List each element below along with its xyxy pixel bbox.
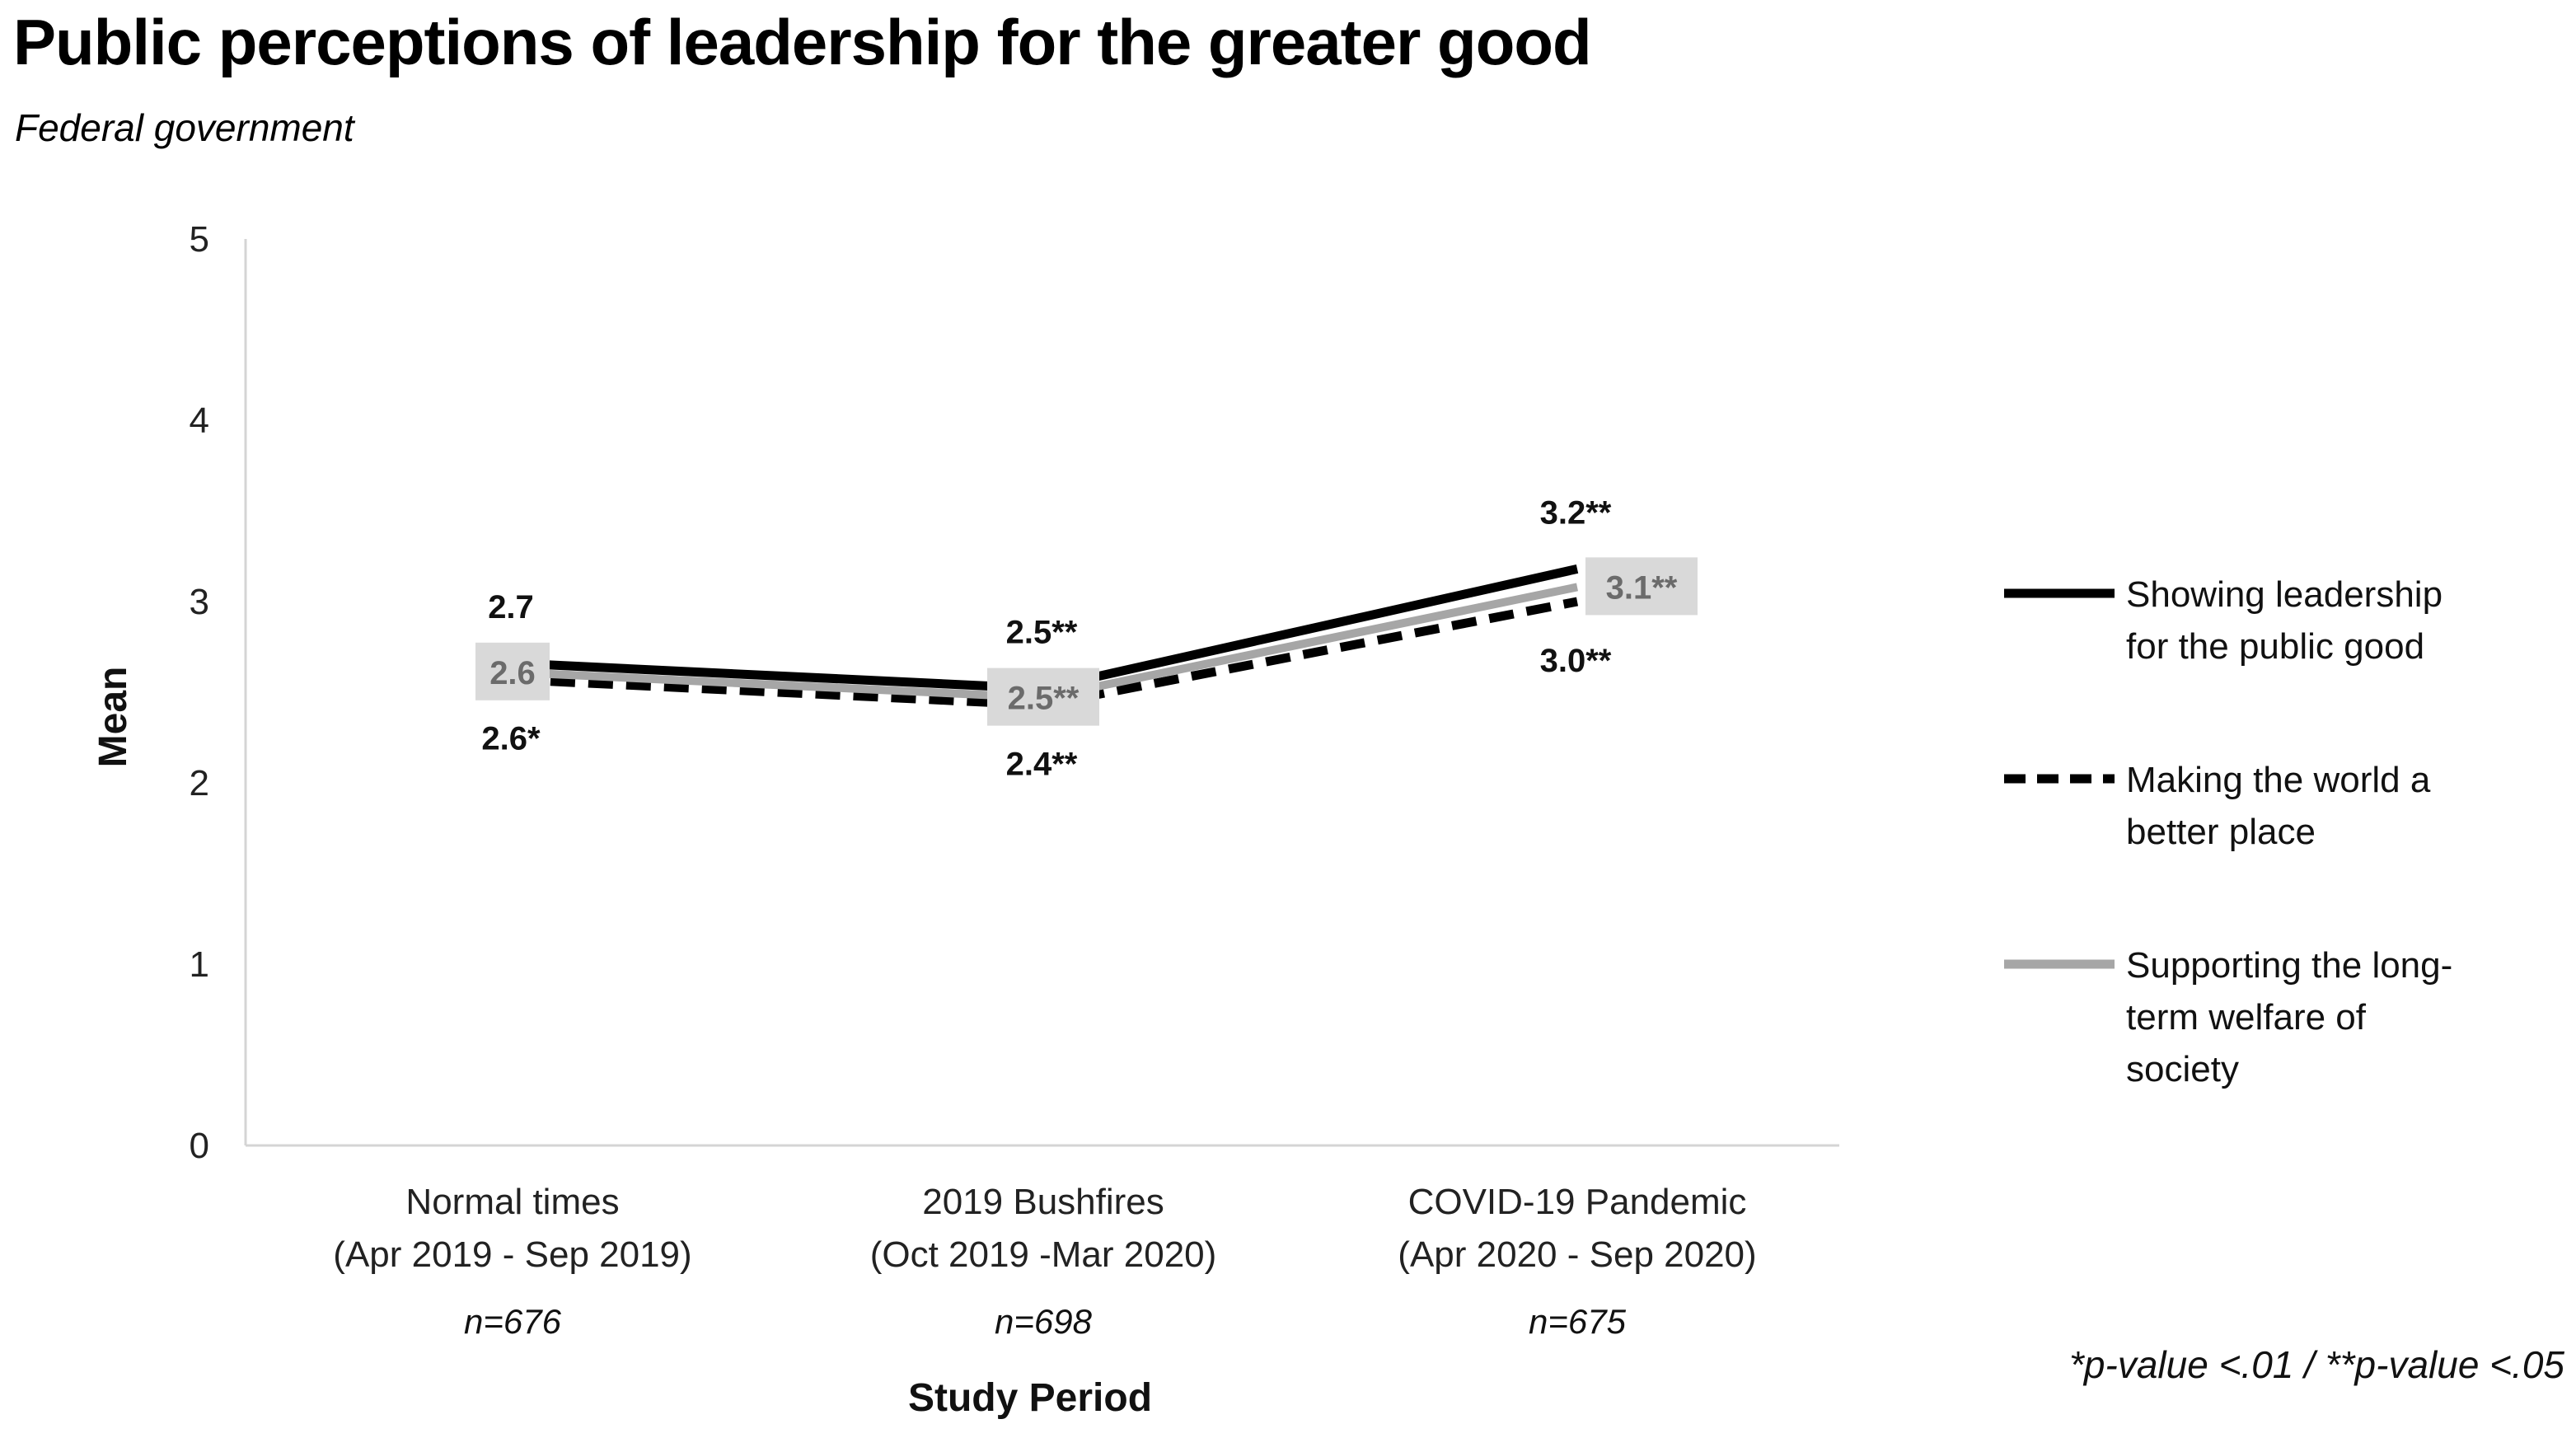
legend-label-3: society bbox=[2126, 1049, 2239, 1089]
y-tick-label: 1 bbox=[190, 944, 209, 985]
data-label: 2.5** bbox=[1006, 615, 1078, 651]
legend-label-3: Supporting the long- bbox=[2126, 945, 2452, 986]
y-tick-label: 0 bbox=[190, 1126, 209, 1166]
y-tick-label: 5 bbox=[190, 219, 209, 260]
data-label: 2.7 bbox=[488, 589, 534, 625]
sample-size-label: n=676 bbox=[464, 1302, 562, 1341]
x-tick-label: (Apr 2020 - Sep 2020) bbox=[1398, 1234, 1756, 1275]
data-label-box bbox=[987, 667, 1099, 726]
legend-label-2: Making the world a bbox=[2126, 760, 2431, 800]
legend-label-1: Showing leadership bbox=[2126, 574, 2443, 615]
data-label: 2.6 bbox=[489, 655, 536, 691]
data-label: 2.4** bbox=[1006, 746, 1078, 782]
y-axis-title: Mean bbox=[91, 667, 135, 768]
x-tick-label: (Oct 2019 -Mar 2020) bbox=[870, 1234, 1217, 1275]
y-tick-label: 4 bbox=[190, 400, 209, 441]
x-tick-label: 2019 Bushfires bbox=[922, 1182, 1164, 1222]
data-label: 3.0** bbox=[1540, 643, 1612, 679]
x-tick-label: (Apr 2019 - Sep 2019) bbox=[333, 1234, 691, 1275]
data-label: 3.2** bbox=[1540, 494, 1612, 531]
chart-title: Public perceptions of leadership for the… bbox=[13, 6, 1592, 78]
chart-subtitle: Federal government bbox=[15, 106, 354, 149]
legend-label-3: term welfare of bbox=[2126, 997, 2367, 1038]
legend-label-2: better place bbox=[2126, 812, 2316, 852]
legend: Showing leadership for the public good Mak… bbox=[2004, 574, 2452, 1089]
sample-size-label: n=675 bbox=[1529, 1302, 1627, 1341]
x-tick-label: Normal times bbox=[405, 1182, 619, 1222]
data-label: 2.5** bbox=[1008, 681, 1080, 717]
data-label-box bbox=[1585, 557, 1698, 616]
sample-size-label: n=698 bbox=[995, 1302, 1093, 1341]
x-axis-title: Study Period bbox=[908, 1376, 1152, 1420]
legend-label-1: for the public good bbox=[2126, 626, 2424, 667]
data-label: 3.1** bbox=[1606, 569, 1678, 606]
data-label: 2.6* bbox=[481, 721, 541, 757]
y-tick-label: 2 bbox=[190, 763, 209, 803]
axes: 0 1 2 3 4 5 Normal times (Apr 2019 - Sep 2019) n… bbox=[91, 219, 1839, 1420]
y-tick-label: 3 bbox=[190, 582, 209, 622]
footnote: *p-value <.01 / **p-value <.05 bbox=[2069, 1343, 2564, 1386]
data-label-box bbox=[475, 642, 550, 700]
data-labels: 2.7 2.5** 3.2** 2.6* 2.4** 3.0** 2.6 2.5** 3.1** bbox=[475, 494, 1698, 782]
x-tick-label: COVID-19 Pandemic bbox=[1408, 1182, 1747, 1222]
